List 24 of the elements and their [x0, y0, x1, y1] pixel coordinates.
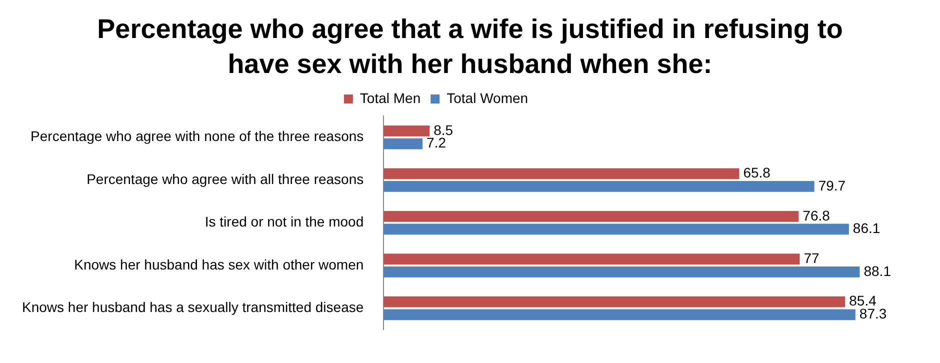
bar: [384, 168, 740, 180]
chart-title: Percentage who agree that a wife is justified in refusing to have sex with her husband when she:: [96, 13, 844, 81]
data-label: 77: [804, 250, 820, 266]
y-tick-label: Knows her husband has a sexually transmitted disease: [22, 299, 364, 316]
data-label: 86.1: [852, 220, 880, 236]
y-tick-label: Is tired or not in the mood: [204, 214, 364, 230]
data-label: 76.8: [802, 207, 830, 224]
data-label: 65.8: [743, 164, 771, 181]
data-label: 79.7: [818, 177, 846, 194]
bar: [384, 296, 846, 308]
bar: [384, 138, 423, 150]
bar: [384, 210, 799, 222]
y-tick-label: Percentage who agree with none of the three reasons: [30, 128, 364, 144]
y-tick-label: Knows her husband has sex with other women: [74, 256, 364, 272]
bar: [384, 224, 849, 235]
bar: [384, 266, 860, 278]
legend-label: Total Women: [446, 90, 528, 106]
y-tick-label: Percentage who agree with all three reasons: [86, 170, 364, 187]
data-label: 88.1: [864, 262, 892, 279]
bar: [384, 126, 430, 136]
legend-label: Total Men: [360, 90, 421, 106]
bar: [384, 181, 814, 192]
bar: [384, 254, 800, 265]
bar: [384, 309, 856, 320]
